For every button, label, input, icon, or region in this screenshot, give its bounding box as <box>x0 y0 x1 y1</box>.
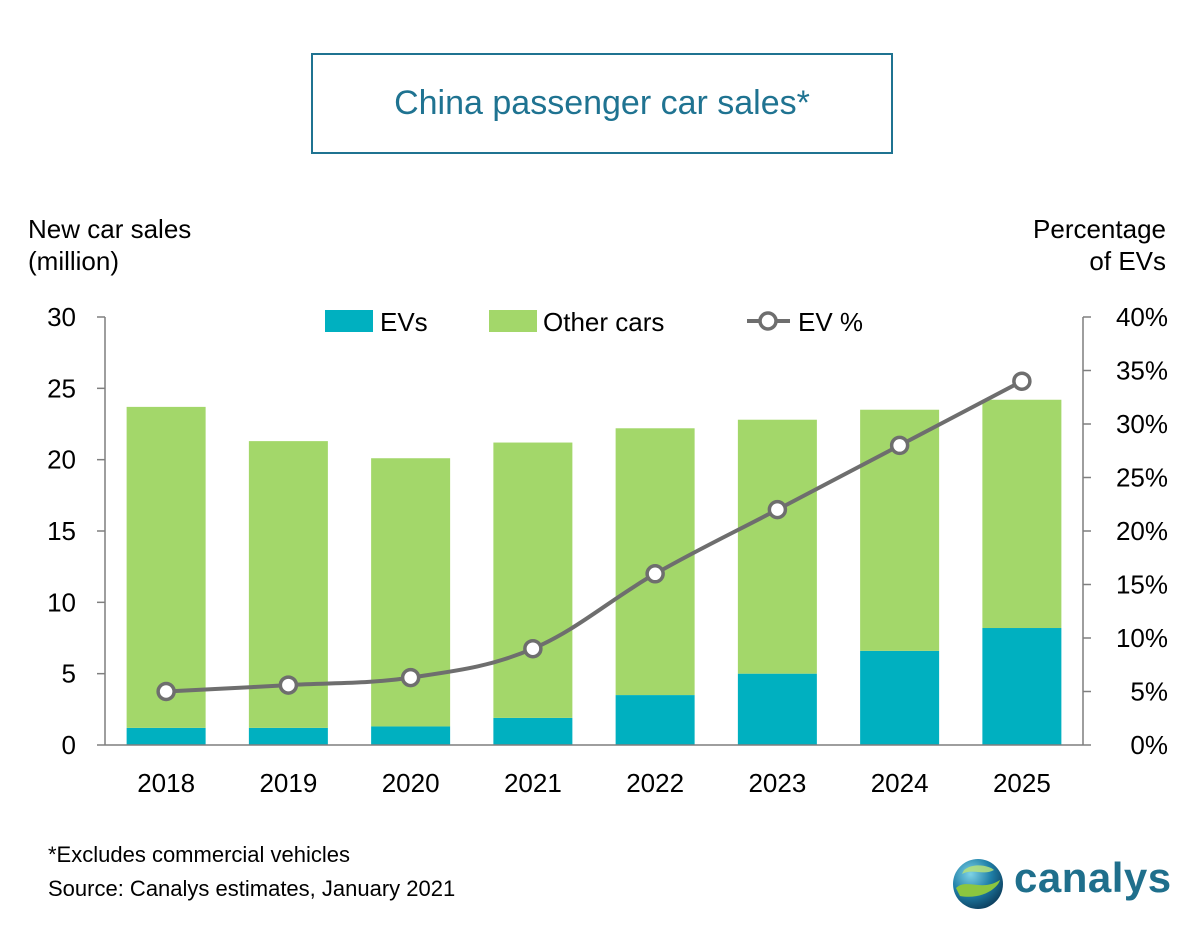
ev-percent-point-2020 <box>400 667 421 688</box>
canalys-logo: canalys <box>952 854 1182 910</box>
left-axis-title-line-1: New car sales <box>28 214 192 244</box>
right-axis-title: Percentage of EVs <box>926 213 1166 277</box>
footnote: *Excludes commercial vehicles <box>48 842 350 867</box>
right-axis-title-line-2: of EVs <box>1089 246 1166 276</box>
legend-label-other-cars: Other cars <box>543 307 664 337</box>
ev-percent-point-2024 <box>889 435 910 456</box>
right-tick-label-25: 25% <box>1116 463 1168 493</box>
bar-evs-2019 <box>248 727 328 745</box>
legend-swatch-evs <box>325 310 373 332</box>
bar-evs-2024 <box>860 650 940 745</box>
bar-evs-2025 <box>982 628 1062 745</box>
x-tick-label-2019: 2019 <box>259 768 317 798</box>
ev-percent-line <box>166 379 1023 694</box>
left-tick-label-10: 10 <box>47 587 76 617</box>
right-axis-title-line-1: Percentage <box>1033 214 1166 244</box>
bar-evs-2018 <box>126 727 206 745</box>
right-tick-label-40: 40% <box>1116 302 1168 332</box>
left-tick-label-0: 0 <box>62 730 76 760</box>
right-tick-label-10: 10% <box>1116 623 1168 653</box>
ev-percent-point-2025 <box>1012 371 1032 391</box>
x-tick-label-2018: 2018 <box>137 768 195 798</box>
right-tick-label-30: 30% <box>1116 409 1168 439</box>
x-tick-label-2025: 2025 <box>993 768 1051 798</box>
chart-title: China passenger car sales* <box>394 84 810 122</box>
legend-label-evs: EVs <box>380 307 428 337</box>
x-tick-label-2020: 2020 <box>382 768 440 798</box>
bar-evs-2023 <box>737 673 817 745</box>
ev-percent-point-2023 <box>767 499 788 520</box>
ev-percent-point-2022 <box>645 564 665 584</box>
globe-icon <box>953 859 1003 909</box>
right-tick-label-0: 0% <box>1130 730 1168 760</box>
left-axis-title-line-2: (million) <box>28 246 119 276</box>
x-tick-label-2021: 2021 <box>504 768 562 798</box>
ev-percent-point-2018 <box>156 681 176 702</box>
x-tick-label-2023: 2023 <box>748 768 806 798</box>
bar-other-cars-2018 <box>126 406 206 728</box>
ev-percent-point-2019 <box>278 675 299 695</box>
chart-title-box: China passenger car sales* <box>311 53 893 154</box>
legend-marker-ev-percent <box>758 311 778 331</box>
bar-other-cars-2022 <box>615 428 695 696</box>
bar-evs-2020 <box>371 726 451 745</box>
legend-label-ev-percent: EV % <box>798 307 863 337</box>
left-axis-title: New car sales (million) <box>28 213 268 277</box>
right-tick-label-20: 20% <box>1116 516 1168 546</box>
left-tick-label-5: 5 <box>62 659 76 689</box>
left-tick-label-20: 20 <box>47 445 76 475</box>
logo-wordmark: canalys <box>1014 854 1172 901</box>
ev-percent-point-2021 <box>523 638 543 659</box>
bar-evs-2022 <box>615 695 695 745</box>
bar-other-cars-2023 <box>737 419 817 674</box>
left-tick-label-30: 30 <box>47 302 76 332</box>
bar-other-cars-2021 <box>493 442 573 718</box>
source-note: Source: Canalys estimates, January 2021 <box>48 876 456 901</box>
x-tick-label-2022: 2022 <box>626 768 684 798</box>
left-tick-label-15: 15 <box>47 516 76 546</box>
right-tick-label-35: 35% <box>1116 356 1168 386</box>
bar-evs-2021 <box>493 717 573 745</box>
x-tick-label-2024: 2024 <box>871 768 929 798</box>
right-tick-label-15: 15% <box>1116 570 1168 600</box>
bar-other-cars-2025 <box>982 399 1062 629</box>
legend-swatch-other-cars <box>489 310 537 332</box>
left-tick-label-25: 25 <box>47 373 76 403</box>
right-tick-label-5: 5% <box>1130 677 1168 707</box>
